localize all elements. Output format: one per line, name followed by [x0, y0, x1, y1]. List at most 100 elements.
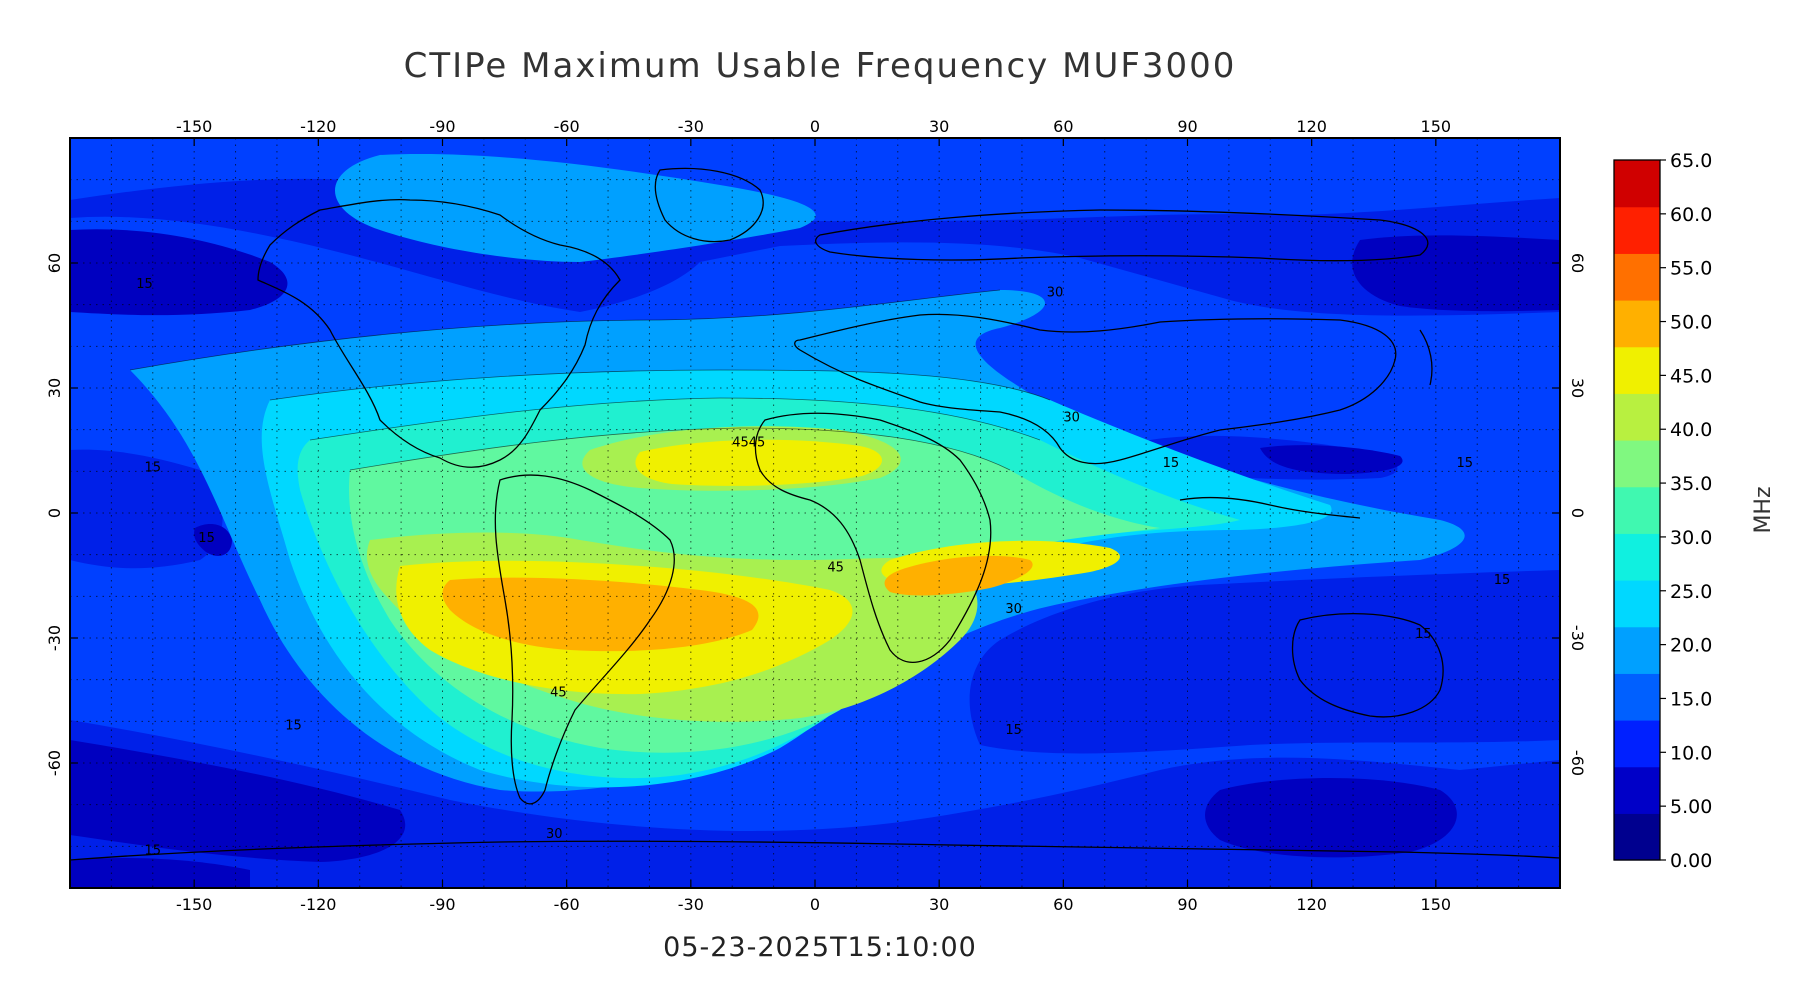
- contour-label: 15: [1005, 723, 1022, 738]
- colorbar-segment: [1614, 206, 1660, 254]
- contour-label: 15: [1163, 456, 1180, 471]
- muf-level-20-north: [335, 154, 816, 262]
- colorbar-segment: [1614, 720, 1660, 768]
- lon-tick-label-bottom: -150: [176, 895, 212, 914]
- colorbar-label: 45.0: [1670, 365, 1712, 387]
- lat-tick-label-right: -30: [1568, 625, 1587, 651]
- contour-label: 30: [546, 827, 563, 842]
- colorbar-label: 15.0: [1670, 688, 1712, 710]
- muf-low-band-south: [70, 720, 1560, 888]
- lat-tick-label-right: 0: [1568, 508, 1587, 518]
- colorbar-label: 40.0: [1670, 419, 1712, 441]
- colorbar-segment: [1614, 300, 1660, 348]
- colorbar-label: 30.0: [1670, 527, 1712, 549]
- lat-tick-label-right: -60: [1568, 750, 1587, 776]
- colorbar-label: 25.0: [1670, 581, 1712, 603]
- lat-tick-label-right: 30: [1568, 378, 1587, 398]
- colorbar-segment: [1614, 486, 1660, 534]
- muf-level-50-west: [442, 577, 759, 652]
- contour-label: 15: [136, 277, 153, 292]
- lon-tick-label-bottom: 90: [1177, 895, 1197, 914]
- colorbar: 0.00 5.00 10.0 15.0 20.0 25.0 30.0 35.0 40.0 45.0…: [1613, 150, 1776, 872]
- colorbar-label: 20.0: [1670, 635, 1712, 657]
- colorbar-segment: [1614, 813, 1660, 861]
- colorbar-segment: [1614, 673, 1660, 721]
- coast-north-america: [257, 199, 621, 468]
- colorbar-label: 60.0: [1670, 204, 1712, 226]
- colorbar-labels: 0.00 5.00 10.0 15.0 20.0 25.0 30.0 35.0 40.0 45.0…: [1660, 150, 1712, 872]
- coast-indonesia: [1179, 496, 1361, 519]
- contour-label: 15: [1415, 627, 1432, 642]
- muf-min-e-lobe: [1260, 445, 1403, 474]
- coast-japan: [1419, 329, 1433, 386]
- lat-tick-label-left: -30: [45, 625, 64, 651]
- colorbar-segment: [1614, 580, 1660, 628]
- coast-south-america: [494, 474, 675, 805]
- colorbar-segment: [1614, 766, 1660, 814]
- muf-min-se: [1205, 778, 1457, 858]
- muf-min-nw: [70, 229, 288, 316]
- contour-label: 15: [145, 460, 162, 475]
- colorbar-label: 35.0: [1670, 473, 1712, 495]
- colorbar-segments: [1614, 160, 1660, 861]
- lon-tick-label-bottom: -30: [678, 895, 704, 914]
- contour-label: 15: [145, 844, 162, 859]
- muf-min-sw: [70, 740, 406, 862]
- muf-level-45-north: [635, 439, 882, 486]
- contour-label: 15: [1494, 573, 1511, 588]
- lon-tick-label-top: 0: [810, 117, 820, 136]
- colorbar-segment: [1614, 253, 1660, 301]
- colorbar-label: 0.00: [1670, 850, 1712, 872]
- lon-tick-label-top: -90: [429, 117, 455, 136]
- muf-min-south-tip: [70, 858, 250, 888]
- muf-low-lobe-se: [969, 570, 1560, 754]
- lon-tick-label-bottom: -90: [429, 895, 455, 914]
- lon-tick-label-top: 90: [1177, 117, 1197, 136]
- lon-tick-label-top: -30: [678, 117, 704, 136]
- lon-tick-label-bottom: 60: [1053, 895, 1073, 914]
- coast-siberia: [815, 209, 1429, 262]
- muf-level-50-east: [884, 555, 1033, 596]
- colorbar-label: 55.0: [1670, 258, 1712, 280]
- lon-tick-label-top: 120: [1296, 117, 1327, 136]
- coast-eurasia: [794, 313, 1397, 465]
- lon-tick-label-bottom: 30: [929, 895, 949, 914]
- colorbar-label: 10.0: [1670, 742, 1712, 764]
- muf-min-w-spot: [194, 524, 232, 556]
- colorbar-segment: [1614, 160, 1660, 208]
- colorbar-frame: [1613, 159, 1661, 861]
- contour-label: 30: [1047, 285, 1064, 300]
- lon-tick-label-top: 60: [1053, 117, 1073, 136]
- contour-label: 15: [198, 531, 215, 546]
- lon-tick-label-top: 30: [929, 117, 949, 136]
- lon-tick-label-bottom: 0: [810, 895, 820, 914]
- muf-min-ne: [1352, 235, 1560, 312]
- chart-title: CTIPe Maximum Usable Frequency MUF3000: [403, 46, 1237, 86]
- lat-tick-label-left: 0: [45, 508, 64, 518]
- lat-tick-label-left: 60: [45, 253, 64, 273]
- lon-tick-label-bottom: 150: [1421, 895, 1452, 914]
- colorbar-segment: [1614, 393, 1660, 441]
- contour-label: 15: [285, 719, 302, 734]
- timestamp: 05-23-2025T15:10:00: [663, 932, 977, 963]
- colorbar-segment: [1614, 626, 1660, 674]
- lon-tick-label-top: -120: [300, 117, 336, 136]
- lon-tick-label-bottom: 120: [1296, 895, 1327, 914]
- colorbar-segment: [1614, 346, 1660, 394]
- graticule: [70, 138, 1560, 888]
- coast-africa: [754, 412, 992, 663]
- contour-label: 30: [1063, 410, 1080, 425]
- coast-greenland: [654, 167, 764, 243]
- lon-tick-label-bottom: -120: [300, 895, 336, 914]
- lon-tick-label-top: -150: [176, 117, 212, 136]
- lon-tick-label-bottom: -60: [554, 895, 580, 914]
- contour-label: 45: [550, 685, 567, 700]
- colorbar-label: 65.0: [1670, 150, 1712, 172]
- lat-tick-label-right: 60: [1568, 253, 1587, 273]
- colorbar-segment: [1614, 440, 1660, 488]
- contour-label: 4545: [732, 435, 765, 450]
- lon-tick-label-top: -60: [554, 117, 580, 136]
- lat-tick-label-left: 30: [45, 378, 64, 398]
